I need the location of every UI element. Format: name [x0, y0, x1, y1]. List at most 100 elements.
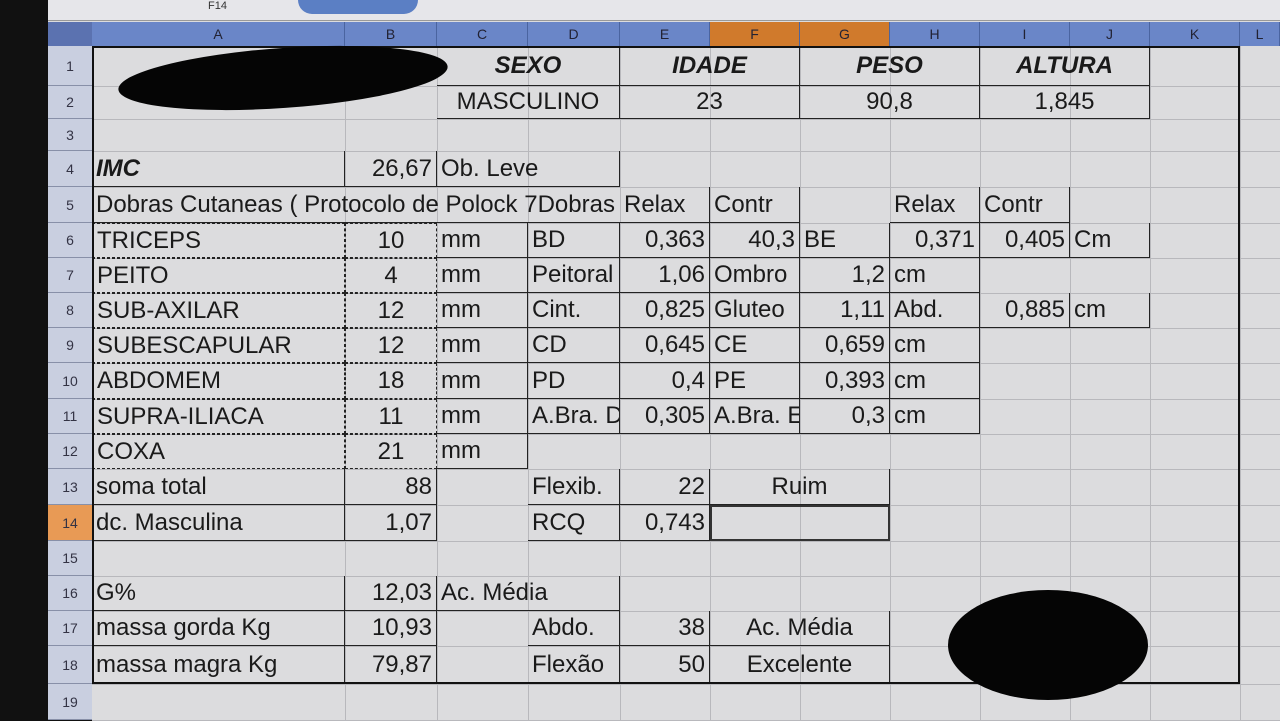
column-header-F[interactable]: F [710, 22, 800, 46]
cell-A8[interactable]: SUB-AXILAR [92, 293, 345, 328]
cell-A6[interactable]: TRICEPS [92, 223, 345, 258]
cell-A7[interactable]: PEITO [92, 258, 345, 293]
row-header-2[interactable]: 2 [48, 86, 92, 119]
cell-J8[interactable]: cm [1070, 293, 1150, 328]
cell-D7[interactable]: Peitoral [528, 258, 620, 293]
cell-A13[interactable]: soma total [92, 469, 345, 505]
cell-F13[interactable]: Ruim [710, 469, 890, 505]
cell-H6[interactable]: 0,371 [890, 223, 980, 258]
cell-E13[interactable]: 22 [620, 469, 710, 505]
cell-C1[interactable]: SEXO [437, 46, 620, 86]
cell-B6[interactable]: 10 [345, 223, 437, 258]
cell-G7[interactable]: 1,2 [800, 258, 890, 293]
row-header-4[interactable]: 4 [48, 151, 92, 187]
column-header-H[interactable]: H [890, 22, 980, 46]
cell-B17[interactable]: 10,93 [345, 611, 437, 646]
column-header-B[interactable]: B [345, 22, 437, 46]
cell-D11[interactable]: A.Bra. D [528, 399, 620, 434]
row-header-19[interactable]: 19 [48, 684, 92, 720]
cell-C7[interactable]: mm [437, 258, 528, 293]
cell-B7[interactable]: 4 [345, 258, 437, 293]
cell-E5[interactable]: Relax [620, 187, 710, 223]
name-box[interactable]: F14 [208, 0, 227, 12]
row-header-16[interactable]: 16 [48, 576, 92, 611]
row-header-10[interactable]: 10 [48, 363, 92, 399]
cell-I5[interactable]: Contr [980, 187, 1070, 223]
cell-E1[interactable]: IDADE [620, 46, 800, 86]
row-header-1[interactable]: 1 [48, 46, 92, 86]
cell-D18[interactable]: Flexão [528, 646, 620, 684]
row-header-15[interactable]: 15 [48, 541, 92, 576]
column-header-D[interactable]: D [528, 22, 620, 46]
cell-C4[interactable]: Ob. Leve [437, 151, 620, 187]
cell-G8[interactable]: 1,11 [800, 293, 890, 328]
cell-B4[interactable]: 26,67 [345, 151, 437, 187]
cell-A11[interactable]: SUPRA-ILIACA [92, 399, 345, 434]
cell-C2[interactable]: MASCULINO [437, 86, 620, 119]
cell-B12[interactable]: 21 [345, 434, 437, 469]
cell-A18[interactable]: massa magra Kg [92, 646, 345, 684]
row-header-13[interactable]: 13 [48, 469, 92, 505]
cell-E2[interactable]: 23 [620, 86, 800, 119]
column-header-G[interactable]: G [800, 22, 890, 46]
cell-C8[interactable]: mm [437, 293, 528, 328]
cell-H10[interactable]: cm [890, 363, 980, 399]
cell-E17[interactable]: 38 [620, 611, 710, 646]
cell-E7[interactable]: 1,06 [620, 258, 710, 293]
selected-cell-F14[interactable] [710, 505, 890, 541]
row-header-14[interactable]: 14 [48, 505, 92, 541]
cell-D8[interactable]: Cint. [528, 293, 620, 328]
cell-A5[interactable]: Dobras Cutaneas ( Protocolo de Polock 7D… [92, 187, 620, 223]
cell-H8[interactable]: Abd. [890, 293, 980, 328]
row-header-18[interactable]: 18 [48, 646, 92, 684]
cell-G2[interactable]: 90,8 [800, 86, 980, 119]
cell-B13[interactable]: 88 [345, 469, 437, 505]
cell-D9[interactable]: CD [528, 328, 620, 363]
row-header-7[interactable]: 7 [48, 258, 92, 293]
column-header-I[interactable]: I [980, 22, 1070, 46]
cell-C10[interactable]: mm [437, 363, 528, 399]
row-header-8[interactable]: 8 [48, 293, 92, 328]
cell-F8[interactable]: Gluteo [710, 293, 800, 328]
row-header-5[interactable]: 5 [48, 187, 92, 223]
cell-E8[interactable]: 0,825 [620, 293, 710, 328]
cell-D17[interactable]: Abdo. [528, 611, 620, 646]
cell-G11[interactable]: 0,3 [800, 399, 890, 434]
cell-B10[interactable]: 18 [345, 363, 437, 399]
cell-A12[interactable]: COXA [92, 434, 345, 469]
column-header-K[interactable]: K [1150, 22, 1240, 46]
cell-B16[interactable]: 12,03 [345, 576, 437, 611]
cell-C11[interactable]: mm [437, 399, 528, 434]
row-header-3[interactable]: 3 [48, 119, 92, 151]
cell-C12[interactable]: mm [437, 434, 528, 469]
cell-A10[interactable]: ABDOMEM [92, 363, 345, 399]
cell-I8[interactable]: 0,885 [980, 293, 1070, 328]
cell-I2[interactable]: 1,845 [980, 86, 1150, 119]
cell-F9[interactable]: CE [710, 328, 800, 363]
column-header-A[interactable]: A [92, 22, 345, 46]
row-header-9[interactable]: 9 [48, 328, 92, 363]
cell-A16[interactable]: G% [92, 576, 345, 611]
cell-J6[interactable]: Cm [1070, 223, 1150, 258]
cell-F17[interactable]: Ac. Média [710, 611, 890, 646]
cell-F18[interactable]: Excelente [710, 646, 890, 684]
cell-B9[interactable]: 12 [345, 328, 437, 363]
cell-B18[interactable]: 79,87 [345, 646, 437, 684]
cell-B11[interactable]: 11 [345, 399, 437, 434]
cell-E18[interactable]: 50 [620, 646, 710, 684]
row-header-17[interactable]: 17 [48, 611, 92, 646]
cell-D10[interactable]: PD [528, 363, 620, 399]
cell-G1[interactable]: PESO [800, 46, 980, 86]
cell-A17[interactable]: massa gorda Kg [92, 611, 345, 646]
cell-B14[interactable]: 1,07 [345, 505, 437, 541]
cell-D6[interactable]: BD [528, 223, 620, 258]
cell-G9[interactable]: 0,659 [800, 328, 890, 363]
cell-F6[interactable]: 40,3 [710, 223, 800, 258]
cell-E11[interactable]: 0,305 [620, 399, 710, 434]
select-all-button[interactable] [48, 22, 92, 46]
cell-E9[interactable]: 0,645 [620, 328, 710, 363]
column-header-E[interactable]: E [620, 22, 710, 46]
fx-button[interactable] [298, 0, 418, 14]
cell-B8[interactable]: 12 [345, 293, 437, 328]
cell-E6[interactable]: 0,363 [620, 223, 710, 258]
